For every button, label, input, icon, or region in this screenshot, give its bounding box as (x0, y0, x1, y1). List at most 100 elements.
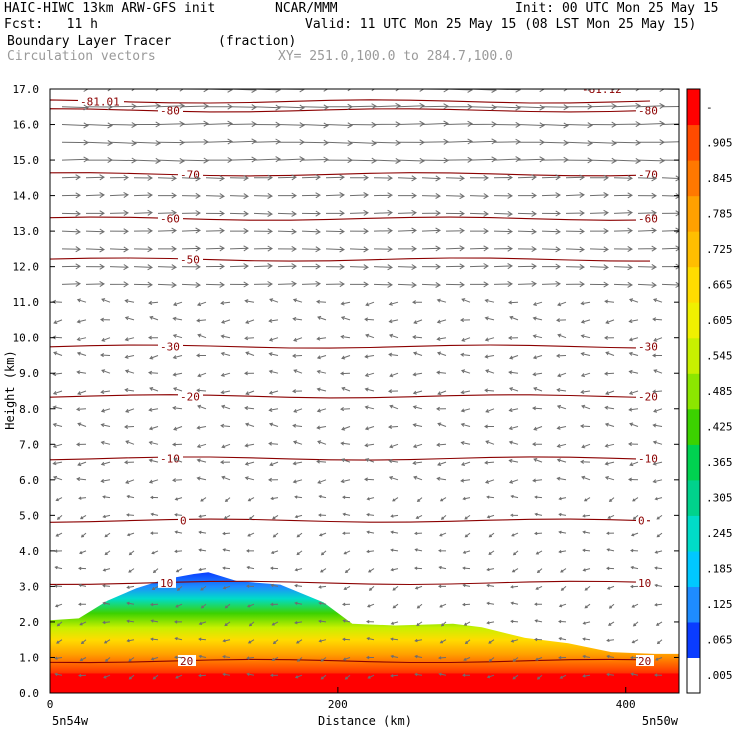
contour-label-bg (636, 452, 661, 464)
circulation-vector (510, 639, 519, 643)
circulation-vector (229, 89, 257, 93)
circulation-vector (316, 387, 327, 392)
circulation-vector (148, 426, 159, 431)
circulation-vector (222, 548, 231, 552)
circulation-vector (388, 319, 399, 324)
circulation-vector (630, 548, 639, 553)
circulation-vector (100, 440, 111, 445)
circulation-vector (460, 390, 471, 395)
circulation-vector (320, 550, 327, 556)
circulation-vector (126, 494, 135, 499)
circulation-vector (414, 654, 423, 659)
circulation-vector (367, 674, 375, 679)
circulation-vector (244, 476, 255, 481)
circulation-vector (340, 301, 351, 306)
x-tick-label: 200 (328, 698, 348, 711)
circulation-vector (246, 549, 254, 553)
circulation-vector (463, 621, 471, 626)
circulation-vector (196, 425, 207, 430)
circulation-vector (469, 210, 489, 217)
circulation-vector (53, 351, 63, 356)
circulation-vector (613, 227, 633, 234)
circulation-vector (54, 549, 63, 553)
circulation-vector (157, 139, 185, 146)
circulation-vector (269, 298, 279, 303)
contour-label-bg (178, 253, 203, 265)
circulation-vector (340, 316, 351, 321)
colorbar-label: .665 (706, 278, 733, 291)
circulation-vector (462, 602, 471, 607)
circulation-vector (318, 619, 327, 623)
circulation-vector (245, 351, 255, 356)
circulation-vector (628, 298, 639, 303)
circulation-vector (340, 406, 351, 412)
circulation-vector (637, 263, 657, 270)
circulation-vector (128, 550, 135, 556)
circulation-vector (124, 460, 135, 465)
circulation-vector (464, 532, 471, 538)
circulation-vector (149, 387, 159, 392)
circulation-vector (589, 121, 617, 128)
circulation-vector (325, 122, 353, 129)
circulation-vector (518, 139, 545, 146)
circulation-vector (78, 496, 87, 500)
circulation-vector (342, 531, 351, 535)
circulation-vector (469, 263, 489, 270)
circulation-vector (77, 461, 87, 467)
circulation-vector (556, 388, 567, 393)
circulation-vector (197, 404, 207, 410)
valid-time: Valid: 11 UTC Mon 25 May 15 (08 LST Mon … (305, 17, 697, 32)
circulation-vector (656, 532, 663, 538)
circulation-vector (150, 531, 158, 535)
circulation-vector (542, 89, 569, 92)
circulation-vector (52, 475, 63, 481)
circulation-vector (412, 372, 423, 377)
plot-frame (49, 88, 680, 694)
circulation-vector (541, 104, 569, 111)
circulation-vector (654, 550, 663, 554)
circulation-vector (445, 156, 473, 163)
circulation-vector (440, 621, 447, 627)
circulation-vector (301, 156, 329, 163)
circulation-vector (224, 497, 231, 503)
circulation-vector (100, 353, 111, 358)
circulation-vector (270, 673, 279, 678)
circulation-vector (469, 193, 489, 200)
circulation-vector (85, 228, 105, 235)
circulation-vector (397, 281, 417, 288)
circulation-vector (247, 532, 255, 537)
circulation-vector (556, 443, 567, 448)
circulation-vector (229, 138, 257, 145)
circulation-vector (439, 603, 447, 608)
circulation-vector (614, 89, 640, 92)
circulation-vector (301, 246, 321, 253)
circulation-vector (606, 654, 615, 659)
circulation-vector (364, 372, 375, 377)
circulation-vector (517, 192, 537, 199)
circulation-vector (317, 315, 327, 321)
circulation-vector (245, 390, 255, 396)
circulation-vector (133, 209, 153, 216)
circulation-vector (461, 298, 471, 303)
circulation-vector (253, 245, 273, 252)
circulation-vector (416, 621, 423, 626)
circulation-vector (445, 193, 465, 200)
circulation-vector (253, 174, 273, 181)
circulation-vector (125, 479, 135, 484)
circulation-vector (366, 637, 375, 641)
circulation-vector (148, 335, 159, 340)
circulation-vector (652, 440, 663, 445)
circulation-vector (511, 568, 519, 573)
circulation-vector (541, 122, 569, 129)
circulation-vector (652, 423, 663, 428)
circulation-vector (301, 210, 321, 217)
circulation-vector (605, 390, 615, 395)
circulation-vector (661, 106, 679, 108)
circulation-vector (517, 263, 537, 270)
circulation-vector (469, 121, 497, 128)
circulation-vector (582, 674, 591, 678)
contour-label-bg (636, 212, 661, 224)
circulation-vector (629, 422, 639, 427)
circulation-vector (366, 497, 375, 501)
circulation-vector (560, 568, 567, 573)
